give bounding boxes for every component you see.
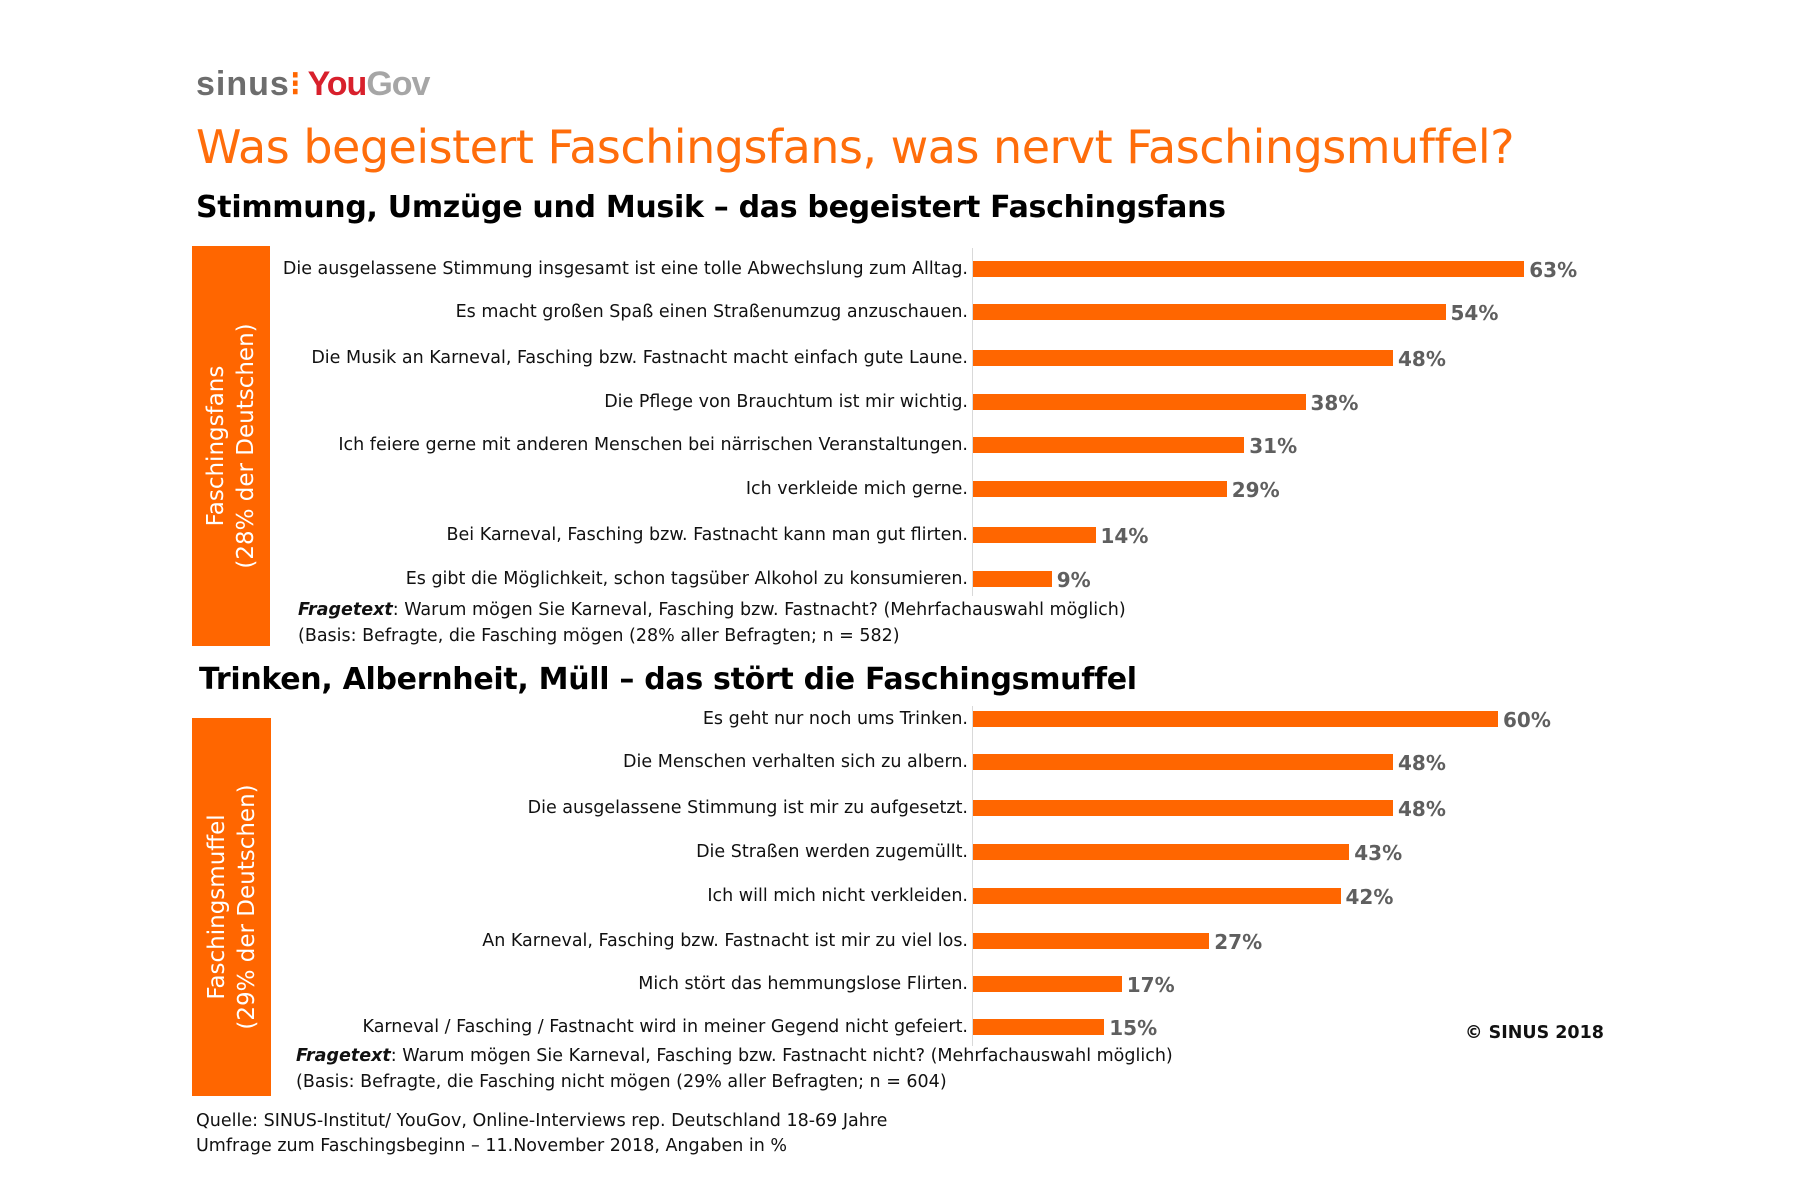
bar xyxy=(973,304,1446,320)
bar-value-label: 48% xyxy=(1398,797,1446,821)
chart2-question: Fragetext: Warum mögen Sie Karneval, Fas… xyxy=(296,1046,1173,1066)
page-title: Was begeistert Faschingsfans, was nervt … xyxy=(196,120,1515,174)
bar-category-label: Die ausgelassene Stimmung insgesamt ist … xyxy=(282,259,968,279)
chart1-group-box: Faschingsfans (28% der Deutschen) xyxy=(192,246,270,646)
bar-value-label: 17% xyxy=(1126,973,1175,997)
bar xyxy=(973,527,1096,543)
chart1-axis xyxy=(972,248,973,596)
logo-gov: Gov xyxy=(366,65,430,103)
chart1-group-sublabel: (28% der Deutschen) xyxy=(233,323,259,569)
bar-value-label: 60% xyxy=(1503,708,1551,732)
bar-category-label: Bei Karneval, Fasching bzw. Fastnacht ka… xyxy=(446,525,969,545)
bar-category-label: Ich will mich nicht verkleiden. xyxy=(707,886,968,906)
chart2-group-label: Faschingsmuffel xyxy=(203,814,230,1000)
bar-category-label: Es macht großen Spaß einen Straßenumzug … xyxy=(455,302,968,322)
bar-category-label: Die Musik an Karneval, Fasching bzw. Fas… xyxy=(311,348,968,368)
bar-value-label: 15% xyxy=(1109,1016,1158,1040)
chart2-group-box: Faschingsmuffel (29% der Deutschen) xyxy=(192,718,271,1096)
bar-value-label: 42% xyxy=(1345,885,1394,909)
bar-category-label: Es geht nur noch ums Trinken. xyxy=(702,709,968,729)
chart1-title: Stimmung, Umzüge und Musik – das begeist… xyxy=(196,190,1226,225)
bar xyxy=(973,1019,1105,1035)
bar xyxy=(973,571,1052,587)
bar xyxy=(973,394,1306,410)
question-text: : Warum mögen Sie Karneval, Fasching bzw… xyxy=(392,600,1126,620)
bar xyxy=(973,261,1525,277)
bar xyxy=(973,933,1210,949)
chart2-axis xyxy=(972,706,973,1046)
bar xyxy=(973,437,1245,453)
bar-category-label: An Karneval, Fasching bzw. Fastnacht ist… xyxy=(482,931,968,951)
bar-category-label: Ich feiere gerne mit anderen Menschen be… xyxy=(338,435,968,455)
logo-you: You xyxy=(307,65,368,103)
question-label: Fragetext xyxy=(296,1046,391,1066)
bar-category-label: Ich verkleide mich gerne. xyxy=(745,479,968,499)
bar-category-label: Die ausgelassene Stimmung ist mir zu auf… xyxy=(527,798,968,818)
bar-category-label: Die Straßen werden zugemüllt. xyxy=(696,842,968,862)
bar-value-label: 43% xyxy=(1354,841,1403,865)
copyright: © SINUS 2018 xyxy=(1465,1023,1604,1043)
bar xyxy=(973,350,1393,366)
logo-sinus: sinus xyxy=(196,65,290,103)
bar-category-label: Die Pflege von Brauchtum ist mir wichtig… xyxy=(604,392,968,412)
bar xyxy=(973,800,1393,816)
chart2-title: Trinken, Albernheit, Müll – das stört di… xyxy=(199,662,1137,697)
bar xyxy=(973,844,1350,860)
bar-value-label: 9% xyxy=(1056,568,1091,592)
bar xyxy=(973,481,1227,497)
bar-value-label: 27% xyxy=(1214,930,1263,954)
sinus-yougov-logo: sinus⁝ YouGov xyxy=(196,64,430,104)
chart1-question: Fragetext: Warum mögen Sie Karneval, Fas… xyxy=(298,600,1126,620)
bar-value-label: 48% xyxy=(1398,751,1446,775)
bar-value-label: 63% xyxy=(1529,258,1578,282)
bar-category-label: Es gibt die Möglichkeit, schon tagsüber … xyxy=(405,569,968,589)
bar xyxy=(973,711,1498,727)
bar-value-label: 29% xyxy=(1231,478,1280,502)
question-text: : Warum mögen Sie Karneval, Fasching bzw… xyxy=(390,1046,1173,1066)
chart1-group-label: Faschingsfans xyxy=(203,365,229,527)
source-line-1: Quelle: SINUS-Institut/ YouGov, Online-I… xyxy=(196,1111,888,1131)
bar xyxy=(973,754,1393,770)
bar-value-label: 38% xyxy=(1310,391,1359,415)
chart2-group-sublabel: (29% der Deutschen) xyxy=(233,784,260,1030)
bar-value-label: 48% xyxy=(1398,347,1446,371)
bar-value-label: 31% xyxy=(1249,434,1298,458)
bar-category-label: Karneval / Fasching / Fastnacht wird in … xyxy=(362,1017,968,1037)
bar-category-label: Die Menschen verhalten sich zu albern. xyxy=(623,752,968,772)
bar-category-label: Mich stört das hemmungslose Flirten. xyxy=(638,974,968,994)
bar-value-label: 54% xyxy=(1450,301,1499,325)
bar-value-label: 14% xyxy=(1100,524,1149,548)
question-label: Fragetext xyxy=(298,600,393,620)
chart2-basis: (Basis: Befragte, die Fasching nicht mög… xyxy=(296,1072,947,1092)
logo-separator: ⁝ xyxy=(289,65,302,103)
chart1-basis: (Basis: Befragte, die Fasching mögen (28… xyxy=(298,626,900,646)
bar xyxy=(973,976,1122,992)
bar xyxy=(973,888,1341,904)
source-line-2: Umfrage zum Faschingsbeginn – 11.Novembe… xyxy=(196,1136,788,1156)
